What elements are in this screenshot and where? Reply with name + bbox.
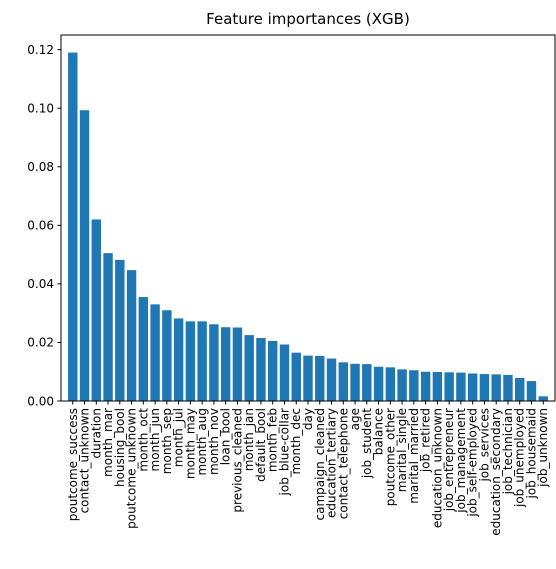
x-tick-label: duration [89,408,103,459]
x-tick-label: poutcome_success [66,408,80,521]
bar-previous_cleaned [232,327,243,401]
x-tick-label: job_self-employed [466,408,480,518]
x-tick-label: day [301,408,315,430]
x-tick-label: job_unemployed [513,408,527,508]
x-tick-label: month_dec [289,408,303,475]
bar-month_mar [103,253,113,401]
y-tick-label: 0.04 [27,277,54,291]
bar-balance [373,366,384,401]
x-tick-label: job_entrepreneur [442,408,456,512]
y-tick-label: 0.02 [27,336,54,350]
bar-duration [91,219,101,401]
y-axis: 0.00 0.02 0.04 0.06 0.08 0.10 0.12 [27,43,61,408]
x-tick-label: age [348,408,362,430]
bar-month_may [185,321,196,401]
x-tick-label: default_bool [254,408,268,482]
bar-month_aug [197,321,207,401]
bar-education_tertiary [326,358,337,401]
x-tick-label: month_aug [195,408,209,476]
bar-month_nov [209,324,219,401]
x-axis: poutcome_successcontact_unknowndurationm… [66,401,550,536]
x-tick-label: contact_unknown [78,408,92,513]
x-tick-label: poutcome_unknown [125,408,139,529]
x-tick-label: education_tertiary [325,408,339,518]
bar-job_services [479,374,490,401]
bar-month_jan [244,335,254,401]
x-tick-label: month_nov [207,408,221,475]
x-tick-label: job_student [360,408,374,479]
x-tick-label: marital_single [395,408,409,492]
chart-title: Feature importances (XGB) [206,10,410,28]
x-tick-label: month_oct [136,408,150,472]
bar-day [303,355,313,401]
x-tick-label: contact_telephone [336,408,350,519]
bar-month_sep [162,310,172,401]
x-tick-label: job_unknown [536,408,550,488]
bar-month_dec [291,352,301,401]
y-tick-label: 0.06 [27,219,54,233]
bar-month_jul [173,318,184,401]
x-tick-label: marital_married [407,408,421,504]
bar-month_jun [150,304,160,401]
x-tick-label: campaign_cleaned [313,408,327,520]
x-tick-label: education_secondary [489,408,503,536]
x-tick-label: month_sep [160,408,174,474]
x-tick-label: month_jan [242,408,256,471]
bar-job_student [362,364,372,401]
bar-job_unknown [538,396,548,401]
bar-marital_married [409,370,419,401]
x-tick-label: job_management [454,408,468,514]
x-tick-label: job_technician [501,408,515,495]
bar-job_technician [503,374,513,401]
x-tick-label: month_jul [172,408,186,467]
x-tick-label: housing_bool [113,408,127,487]
x-tick-label: poutcome_other [383,408,397,506]
x-tick-label: previous_cleaned [230,408,244,513]
bar-job_management [456,372,466,401]
bar-education_secondary [491,374,501,401]
bar-education_unknown [432,372,443,401]
bar-job_self-employed [467,373,478,401]
bar-job_housemaid [526,381,537,401]
x-tick-label: balance [372,408,386,455]
bar-campaign_cleaned [315,355,325,401]
bar-marital_single [397,369,407,401]
bar-poutcome_other [385,367,396,401]
y-tick-label: 0.12 [27,43,54,57]
plot-area-frame [60,34,556,402]
y-tick-label: 0.10 [27,102,54,116]
bar-month_feb [268,340,278,401]
x-tick-label: job_services [477,408,491,483]
y-tick-label: 0.00 [27,394,54,408]
bars-group [68,52,548,401]
bar-job_entrepreneur [444,372,454,401]
bar-age [350,363,360,401]
x-tick-label: education_unknown [430,408,444,528]
y-tick-label: 0.08 [27,160,54,174]
bar-loan_bool [220,327,231,401]
bar-contact_telephone [338,362,348,401]
bar-default_bool [256,338,266,401]
x-tick-label: month_mar [101,408,115,477]
x-tick-label: loan_bool [219,408,233,465]
bar-poutcome_unknown [126,270,137,401]
bar-job_unemployed [515,377,525,401]
x-tick-label: job_retired [419,408,433,473]
bar-contact_unknown [79,110,90,401]
x-tick-label: month_may [183,408,197,479]
x-tick-label: month_jun [148,408,162,472]
x-tick-label: job_blue-collar [277,408,291,497]
x-tick-label: month_feb [266,408,280,472]
bar-month_oct [138,297,149,401]
x-tick-label: job_housemaid [524,408,538,499]
bar-job_blue-collar [279,344,290,401]
bar-housing_bool [115,259,125,401]
bar-poutcome_success [68,52,78,401]
bar-job_retired [420,371,431,401]
